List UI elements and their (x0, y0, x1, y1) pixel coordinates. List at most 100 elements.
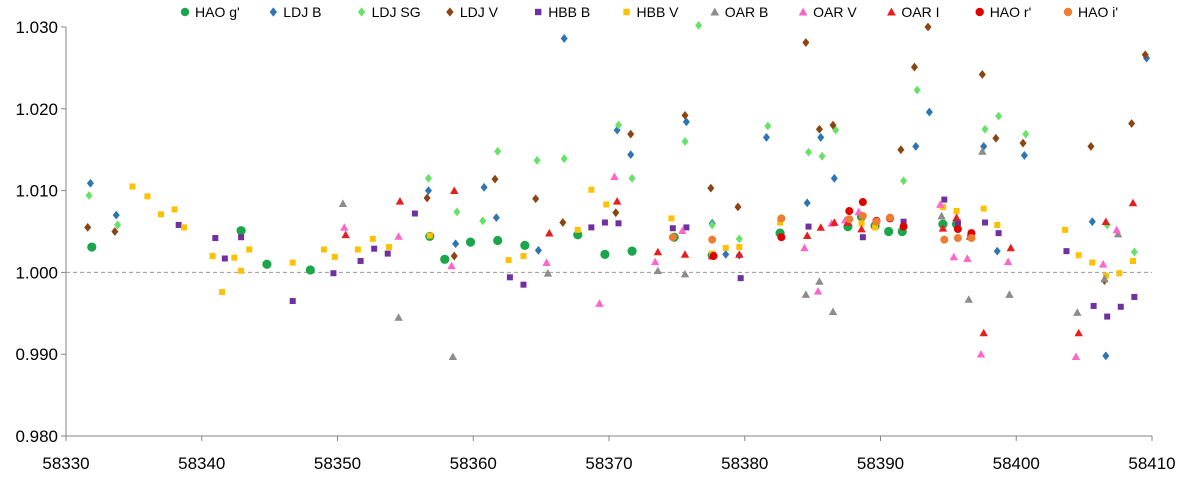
data-point (262, 259, 272, 269)
data-point (1022, 129, 1030, 139)
data-point (964, 295, 973, 303)
legend-marker (535, 8, 542, 16)
data-point (858, 220, 865, 227)
series-0 (87, 212, 962, 275)
data-point (1075, 252, 1082, 259)
data-point (395, 197, 405, 205)
data-point (612, 208, 620, 218)
data-point (423, 193, 431, 203)
data-point (491, 174, 499, 184)
data-point (212, 235, 219, 242)
data-point (830, 218, 839, 226)
data-point (1071, 352, 1081, 361)
data-point (1019, 138, 1027, 148)
legend-marker (1063, 7, 1073, 17)
data-point (884, 226, 894, 237)
data-point (669, 225, 676, 232)
data-point (1062, 226, 1069, 233)
data-point (158, 211, 165, 218)
data-point (1101, 217, 1111, 226)
legend-item: HBB V (623, 4, 679, 20)
data-point (900, 218, 907, 225)
data-point (424, 186, 432, 195)
data-point (978, 70, 986, 79)
data-point (394, 313, 403, 321)
data-point (479, 216, 487, 226)
data-point (1087, 142, 1095, 151)
y-tick-label: 1.030 (15, 18, 58, 37)
data-point (231, 254, 238, 261)
data-point (900, 176, 908, 186)
legend-marker (623, 8, 630, 16)
legend-label: OAR I (901, 4, 939, 20)
data-point (341, 230, 350, 239)
data-point (331, 253, 338, 260)
data-point (87, 242, 97, 252)
data-point (627, 129, 635, 139)
data-point (668, 215, 675, 222)
series-1 (86, 34, 1151, 361)
data-point (1063, 248, 1070, 255)
data-point (817, 133, 825, 142)
legend-marker (180, 7, 190, 17)
data-point (980, 205, 987, 212)
data-point (722, 250, 730, 259)
data-point (1073, 308, 1082, 316)
data-point (680, 269, 690, 278)
x-tick-label: 58370 (585, 454, 632, 473)
x-tick-label: 58400 (993, 454, 1040, 473)
data-point (627, 246, 637, 256)
data-point (84, 223, 92, 232)
data-point (813, 287, 823, 295)
legend-marker (887, 7, 896, 16)
x-tick-label: 58360 (450, 454, 497, 473)
data-point (828, 307, 838, 316)
legend-marker (710, 7, 720, 16)
data-point (982, 219, 989, 226)
x-tick-label: 58330 (42, 454, 89, 473)
data-point (289, 259, 296, 266)
legend-label: HBB B (548, 4, 590, 20)
data-points (84, 20, 1151, 361)
legend-item: OAR B (710, 4, 768, 20)
x-tick-label: 58380 (721, 454, 768, 473)
data-point (886, 213, 895, 222)
data-point (681, 137, 689, 146)
x-tick-label: 58410 (1128, 454, 1175, 473)
data-point (650, 257, 660, 266)
data-point (440, 254, 450, 264)
data-point (818, 151, 826, 161)
data-point (1020, 151, 1028, 160)
data-point (520, 281, 527, 288)
data-point (736, 244, 743, 251)
data-point (845, 215, 854, 224)
data-point (543, 269, 553, 277)
data-point (859, 234, 866, 241)
data-point (953, 208, 960, 215)
data-point (1112, 225, 1121, 234)
data-point (708, 235, 717, 244)
data-point (595, 299, 604, 307)
data-point (450, 251, 458, 261)
series-6 (338, 147, 1123, 361)
data-point (494, 146, 502, 156)
legend-item: LDJ SG (357, 4, 421, 20)
data-point (695, 20, 703, 30)
data-point (682, 117, 690, 127)
data-point (952, 213, 961, 221)
data-point (653, 247, 663, 256)
data-point (680, 250, 690, 258)
data-point (111, 227, 119, 236)
y-tick-label: 0.990 (15, 345, 58, 364)
data-point (707, 183, 715, 193)
data-point (967, 234, 976, 243)
data-point (936, 200, 945, 208)
data-point (144, 193, 151, 200)
data-point (493, 235, 503, 246)
data-point (129, 183, 136, 190)
data-point (1128, 119, 1136, 128)
data-point (953, 225, 962, 234)
data-point (940, 235, 949, 244)
data-point (668, 233, 677, 242)
